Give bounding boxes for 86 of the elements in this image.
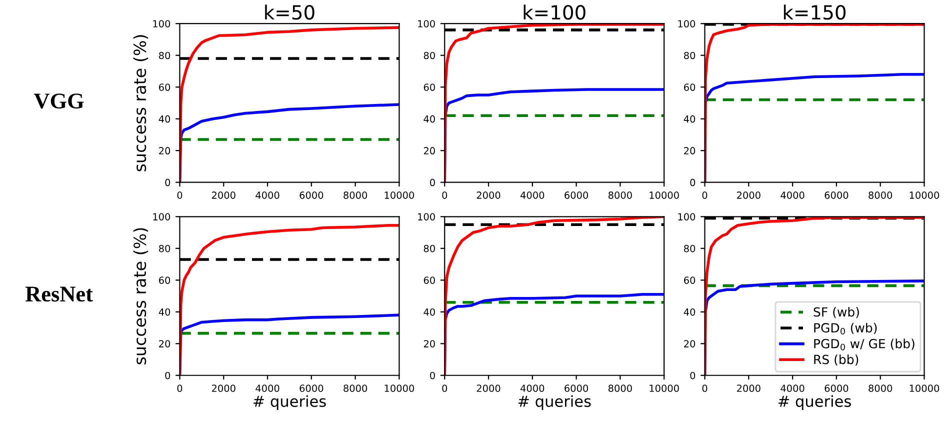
y-tick-label: 0: [690, 372, 696, 380]
x-tick-label: 10000: [650, 192, 679, 199]
y-tick-label: 100: [678, 20, 696, 28]
x-tick-label: 4000: [520, 192, 544, 199]
y-tick-label: 40: [424, 115, 435, 123]
x-tick-label: 2000: [737, 192, 760, 199]
text: ResNet: [25, 286, 93, 302]
y-tick-label: 100: [678, 213, 696, 220]
y-tick-label: 20: [684, 340, 696, 348]
y-tick-label: 80: [159, 244, 170, 252]
y-tick-label: 40: [684, 308, 696, 316]
y-tick-label: 20: [424, 147, 435, 154]
x-tick-label: 8000: [608, 192, 632, 199]
x-axis-title: # queries: [518, 395, 591, 410]
x-tick-label: 6000: [824, 192, 848, 199]
x-tick-label: 0: [442, 192, 448, 199]
y-tick-label: 80: [684, 244, 696, 252]
x-tick-label: 6000: [300, 192, 324, 199]
legend-label: SF (wb): [814, 306, 859, 318]
x-tick-label: 0: [177, 192, 182, 199]
y-tick-label: 0: [430, 372, 435, 380]
y-tick-label: 60: [684, 84, 696, 91]
x-tick-label: 4000: [256, 192, 280, 199]
x-tick-label: 0: [702, 384, 708, 392]
y-tick-label: 40: [158, 308, 170, 316]
x-tick-label: 10000: [384, 192, 414, 199]
y-tick-label: 80: [424, 52, 435, 60]
y-tick-label: 60: [424, 84, 435, 91]
y-tick-label: 100: [418, 20, 435, 28]
x-tick-label: 2000: [212, 192, 236, 199]
x-tick-label: 2000: [212, 384, 236, 392]
x-tick-label: 0: [177, 384, 182, 392]
y-tick-label: 80: [159, 52, 170, 60]
y-tick-label: 0: [430, 178, 435, 186]
x-tick-label: 10000: [910, 384, 940, 392]
y-tick-label: 40: [158, 115, 170, 123]
y-tick-label: 0: [690, 178, 696, 186]
y-tick-label: 60: [159, 84, 170, 91]
legend-label: PGD$_{0}$ (wb): [814, 322, 877, 335]
y-tick-label: 80: [424, 244, 435, 252]
y-tick-label: 40: [684, 115, 696, 123]
legend-label: PGD$_{0}$ w/ GE (bb): [814, 338, 914, 350]
y-tick-label: 60: [684, 276, 696, 284]
x-tick-label: 10000: [384, 384, 414, 392]
x-tick-label: 10000: [910, 192, 940, 199]
x-tick-label: 0: [442, 384, 448, 392]
x-tick-label: 2000: [476, 384, 500, 392]
x-tick-label: 2000: [737, 384, 760, 392]
x-tick-label: 6000: [564, 384, 588, 392]
y-tick-label: 60: [159, 276, 170, 284]
x-tick-label: 8000: [868, 192, 892, 199]
x-tick-label: 4000: [256, 384, 280, 392]
x-tick-label: 8000: [344, 192, 368, 199]
y-tick-label: 0: [165, 372, 170, 380]
x-tick-label: 4000: [780, 192, 804, 199]
x-tick-label: 0: [702, 192, 708, 199]
x-axis-title: # queries: [778, 395, 851, 410]
y-tick-label: 60: [424, 276, 435, 284]
legend-label: RS (bb): [814, 354, 858, 366]
y-tick-label: 100: [153, 213, 170, 220]
chart-title: k=150: [784, 4, 846, 20]
chart-title: k=50: [265, 4, 314, 20]
y-tick-label: 20: [159, 147, 170, 154]
x-tick-label: 8000: [344, 384, 368, 392]
x-tick-label: 6000: [300, 384, 324, 392]
y-tick-label: 20: [684, 147, 696, 154]
x-tick-label: 4000: [780, 384, 804, 392]
x-tick-label: 6000: [824, 384, 848, 392]
y-axis-title: success rate (%): [133, 228, 148, 364]
x-tick-label: 8000: [868, 384, 892, 392]
x-tick-label: 4000: [520, 384, 544, 392]
y-axis-title: success rate (%): [133, 35, 148, 172]
y-tick-label: 20: [159, 340, 170, 348]
x-tick-label: 6000: [564, 192, 588, 199]
y-tick-label: 100: [418, 213, 435, 220]
x-tick-label: 8000: [608, 384, 632, 392]
chart-title: k=100: [524, 4, 586, 20]
y-tick-label: 40: [424, 308, 435, 316]
y-tick-label: 0: [165, 178, 170, 186]
x-tick-label: 10000: [650, 384, 679, 392]
y-tick-label: 20: [424, 340, 435, 348]
y-tick-label: 100: [153, 20, 170, 28]
y-tick-label: 80: [684, 52, 696, 60]
x-tick-label: 2000: [476, 192, 500, 199]
text: VGG: [34, 94, 84, 109]
x-axis-title: # queries: [253, 395, 326, 410]
